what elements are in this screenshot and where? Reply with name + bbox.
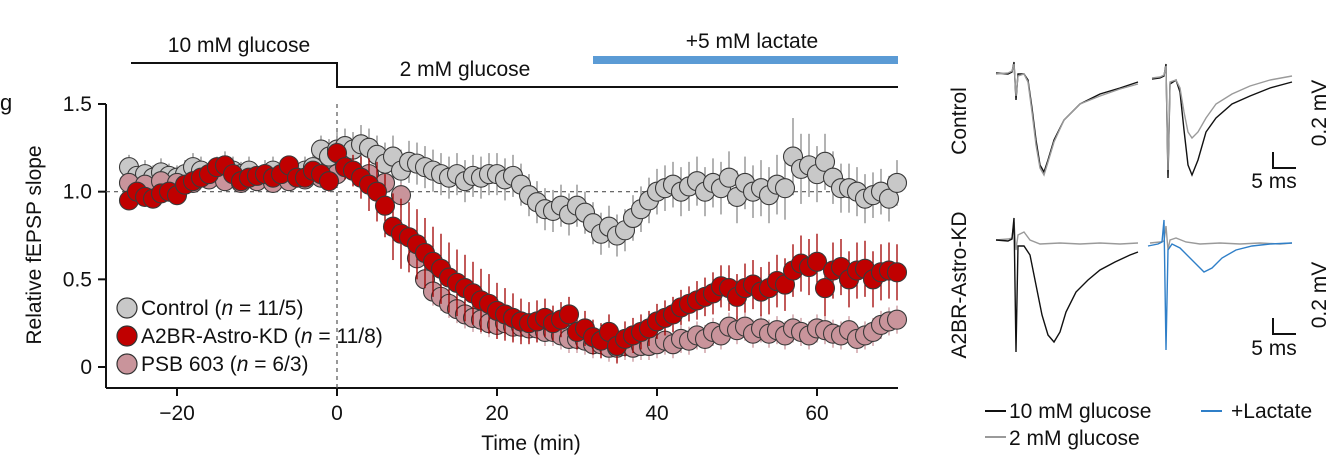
condition-label-10mM: 10 mM glucose bbox=[168, 34, 310, 57]
data-point-control bbox=[886, 172, 908, 193]
scale-time-control: 5 ms bbox=[1251, 170, 1297, 193]
trace-a2br-10mM-a bbox=[995, 217, 1139, 353]
chart-legend: Control (n = 11/5) A2BR-Astro-KD (n = 11… bbox=[116, 297, 383, 376]
x-tick-label: −20 bbox=[159, 402, 195, 425]
trace-panels: Control A2BR-Astro-KD 0.2 mV 5 ms 0.2 mV… bbox=[948, 61, 1331, 450]
x-ticks: −20 0 20 40 60 bbox=[159, 388, 829, 425]
x-tick-label: 0 bbox=[331, 402, 343, 425]
legend-item-psb: PSB 603 (n = 6/3) bbox=[116, 353, 309, 376]
data-point-control bbox=[774, 178, 796, 199]
scale-bar-a2br bbox=[1272, 318, 1296, 335]
y-axis-label: Relative fEPSP slope bbox=[23, 145, 46, 344]
condition-line-10mM bbox=[131, 62, 898, 88]
x-tick-label: 40 bbox=[645, 402, 668, 425]
trace-legend: 10 mM glucose +Lactate 2 mM glucose bbox=[985, 400, 1312, 450]
data-point-a2br bbox=[558, 304, 580, 325]
y-ticks: 0 0.5 1.0 1.5 bbox=[63, 93, 106, 379]
condition-bars: 10 mM glucose 2 mM glucose +5 mM lactate bbox=[131, 30, 898, 88]
trace-control-2mM-b bbox=[1151, 65, 1293, 171]
y-tick-label: 1.5 bbox=[63, 93, 92, 116]
main-chart: 0 0.5 1.0 1.5 −20 0 20 40 60 Relative fEPSP slo… bbox=[23, 93, 908, 455]
legend-marker-control bbox=[116, 297, 138, 319]
data-point-control bbox=[878, 188, 900, 209]
trace-row-label-a2br: A2BR-Astro-KD bbox=[948, 211, 971, 358]
condition-label-lactate: +5 mM lactate bbox=[686, 30, 818, 53]
panel-letter: g bbox=[0, 90, 12, 115]
data-point-a2br bbox=[886, 262, 908, 283]
series-a2br bbox=[118, 142, 908, 364]
legend-marker-a2br bbox=[116, 325, 138, 347]
data-point-a2br bbox=[806, 251, 828, 272]
legend-label-psb: PSB 603 (n = 6/3) bbox=[141, 353, 309, 376]
trace-a2br-lactate-b bbox=[1147, 219, 1293, 351]
data-point-a2br bbox=[814, 278, 836, 299]
x-tick-label: 60 bbox=[805, 402, 828, 425]
trace-a2br-2mM-a bbox=[995, 221, 1139, 251]
y-tick-label: 0.5 bbox=[63, 268, 92, 291]
legend-marker-psb bbox=[116, 353, 138, 375]
legend-label-a2br: A2BR-Astro-KD (n = 11/8) bbox=[141, 325, 383, 348]
y-tick-label: 1.0 bbox=[63, 181, 92, 204]
series-layer bbox=[118, 118, 908, 364]
legend-item-a2br: A2BR-Astro-KD (n = 11/8) bbox=[116, 325, 383, 348]
y-tick-label: 0 bbox=[80, 356, 92, 379]
data-point-control bbox=[814, 151, 836, 172]
trace-a2br-2mM-b bbox=[1149, 225, 1293, 251]
data-point-a2br bbox=[318, 171, 340, 192]
legend-item-control: Control (n = 11/5) bbox=[116, 297, 303, 320]
trace-control-2mM-a bbox=[995, 63, 1139, 177]
data-point-psb bbox=[886, 309, 908, 330]
x-axis-label: Time (min) bbox=[481, 432, 581, 455]
data-point-a2br bbox=[374, 195, 396, 216]
scale-voltage-a2br: 0.2 mV bbox=[1308, 262, 1331, 329]
trace-legend-label-lactate: +Lactate bbox=[1231, 400, 1312, 423]
legend-label-control: Control (n = 11/5) bbox=[141, 297, 303, 320]
trace-legend-label-10mM: 10 mM glucose bbox=[1009, 400, 1151, 423]
scale-time-a2br: 5 ms bbox=[1251, 337, 1297, 360]
trace-row-label-control: Control bbox=[948, 87, 971, 155]
trace-legend-label-2mM: 2 mM glucose bbox=[1009, 427, 1140, 450]
scale-voltage-control: 0.2 mV bbox=[1308, 80, 1331, 147]
x-tick-label: 20 bbox=[485, 402, 508, 425]
scale-bar-control bbox=[1272, 152, 1296, 169]
condition-label-2mM: 2 mM glucose bbox=[400, 58, 531, 81]
